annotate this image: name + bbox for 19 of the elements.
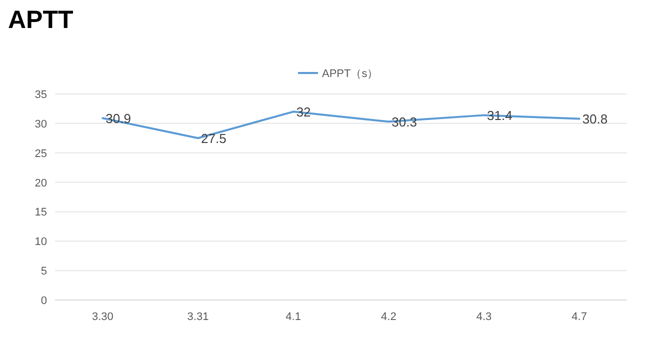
y-tick-label: 30: [34, 118, 47, 130]
x-tick-label: 3.30: [92, 311, 114, 323]
x-tick-label: 4.1: [286, 311, 301, 323]
x-tick-label: 3.31: [187, 311, 209, 323]
chart-title: APTT: [8, 6, 74, 34]
x-tick-label: 4.2: [381, 311, 396, 323]
data-label: 27.5: [201, 131, 226, 146]
y-tick-label: 20: [34, 177, 47, 190]
x-tick-label: 4.7: [572, 311, 587, 323]
y-tick-label: 15: [34, 206, 47, 219]
y-tick-label: 10: [34, 236, 47, 248]
y-tick-label: 5: [40, 266, 47, 278]
y-tick-label: 25: [34, 148, 47, 160]
y-tick-label: 35: [34, 89, 47, 101]
legend-label: APPT（s）: [322, 68, 378, 80]
x-tick-label: 4.3: [476, 311, 492, 323]
data-label: 30.8: [582, 112, 608, 127]
y-tick-label: 0: [40, 295, 47, 307]
legend: APPT（s）: [298, 68, 378, 80]
